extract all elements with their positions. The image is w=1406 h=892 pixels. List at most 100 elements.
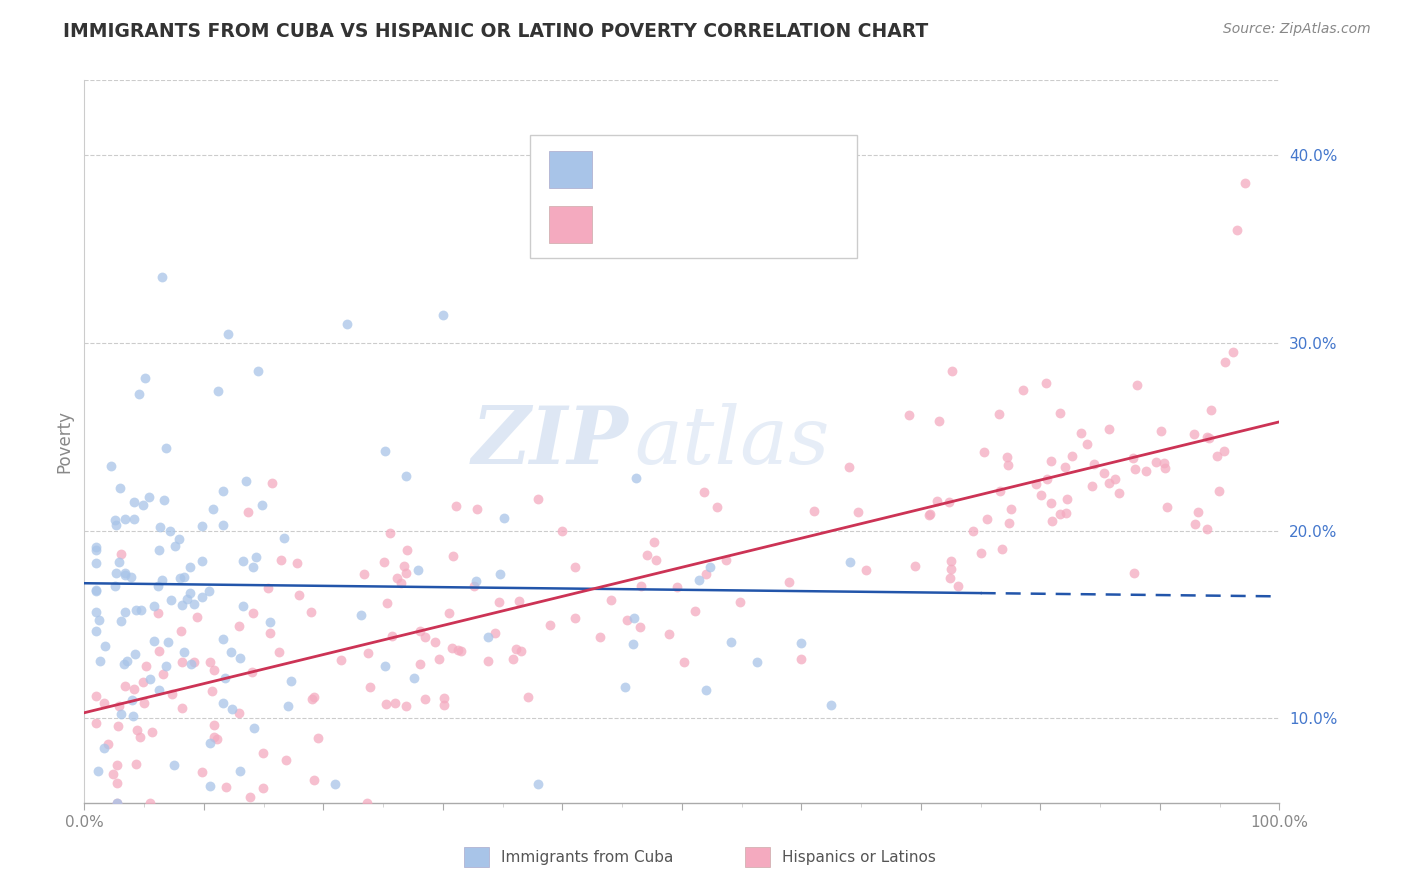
Point	[589, 630, 612, 644]
Point	[1187, 505, 1209, 519]
Point	[135, 658, 157, 673]
Point	[173, 570, 195, 584]
Point	[302, 690, 325, 704]
Point	[252, 746, 274, 760]
Text: N = 123: N = 123	[755, 161, 827, 178]
Point	[695, 683, 717, 698]
Point	[464, 574, 486, 588]
Point	[728, 595, 751, 609]
Point	[201, 683, 224, 698]
Point	[139, 796, 162, 810]
Point	[1184, 516, 1206, 531]
Point	[243, 721, 266, 735]
Point	[232, 599, 254, 613]
Point	[252, 781, 274, 796]
Point	[925, 494, 948, 508]
Point	[1025, 476, 1047, 491]
Point	[101, 767, 124, 781]
Point	[600, 593, 623, 607]
Point	[1206, 450, 1229, 464]
Point	[1123, 462, 1146, 476]
Point	[427, 652, 450, 666]
Point	[160, 687, 183, 701]
Point	[202, 718, 225, 732]
Point	[150, 573, 173, 587]
Point	[444, 499, 467, 513]
Point	[110, 706, 132, 721]
Point	[125, 756, 148, 771]
Point	[1098, 422, 1121, 436]
Point	[437, 606, 460, 620]
Point	[86, 624, 108, 639]
Point	[636, 549, 658, 563]
Point	[142, 634, 165, 648]
Point	[1201, 403, 1223, 417]
Point	[359, 680, 381, 694]
Point	[527, 492, 550, 507]
Point	[274, 753, 297, 767]
Point	[299, 605, 322, 619]
Point	[191, 519, 214, 533]
Point	[124, 603, 146, 617]
Point	[1056, 491, 1078, 506]
Point	[156, 634, 179, 648]
Point	[465, 501, 488, 516]
Point	[110, 547, 132, 561]
Point	[288, 588, 311, 602]
Point	[183, 597, 205, 611]
Point	[1226, 223, 1249, 237]
Point	[207, 384, 229, 398]
Point	[86, 540, 108, 554]
Point	[790, 636, 813, 650]
Point	[1197, 523, 1219, 537]
Point	[941, 364, 963, 378]
Point	[260, 475, 283, 490]
Point	[86, 715, 108, 730]
Point	[385, 571, 408, 585]
Point	[285, 556, 308, 570]
Point	[1097, 476, 1119, 491]
Point	[643, 535, 665, 549]
Point	[450, 644, 472, 658]
Point	[215, 780, 238, 794]
Point	[245, 550, 267, 565]
Point	[179, 560, 201, 574]
Point	[409, 624, 432, 638]
Point	[778, 574, 800, 589]
Point	[129, 731, 152, 745]
Point	[395, 566, 418, 581]
Point	[170, 701, 193, 715]
Text: atlas: atlas	[634, 403, 830, 480]
Point	[93, 741, 115, 756]
Text: N = 198: N = 198	[755, 216, 827, 234]
Point	[564, 611, 586, 625]
Point	[198, 779, 221, 793]
Point	[938, 495, 960, 509]
Point	[105, 796, 128, 810]
Point	[148, 644, 170, 658]
Point	[100, 458, 122, 473]
Point	[839, 555, 862, 569]
Point	[229, 764, 252, 778]
Point	[790, 652, 813, 666]
Point	[132, 498, 155, 512]
Point	[105, 796, 128, 810]
Point	[564, 560, 586, 574]
Text: Source: ZipAtlas.com: Source: ZipAtlas.com	[1223, 22, 1371, 37]
Point	[928, 414, 950, 428]
Point	[1062, 449, 1084, 463]
Point	[89, 654, 111, 668]
Point	[163, 758, 186, 772]
Point	[688, 574, 710, 588]
Point	[217, 326, 239, 341]
Point	[202, 731, 225, 745]
Point	[375, 697, 398, 711]
Point	[918, 507, 941, 521]
Point	[1108, 485, 1130, 500]
Point	[228, 706, 250, 720]
Point	[409, 657, 432, 671]
Point	[127, 723, 149, 737]
Point	[121, 709, 143, 723]
Point	[302, 772, 325, 787]
Point	[200, 736, 222, 750]
